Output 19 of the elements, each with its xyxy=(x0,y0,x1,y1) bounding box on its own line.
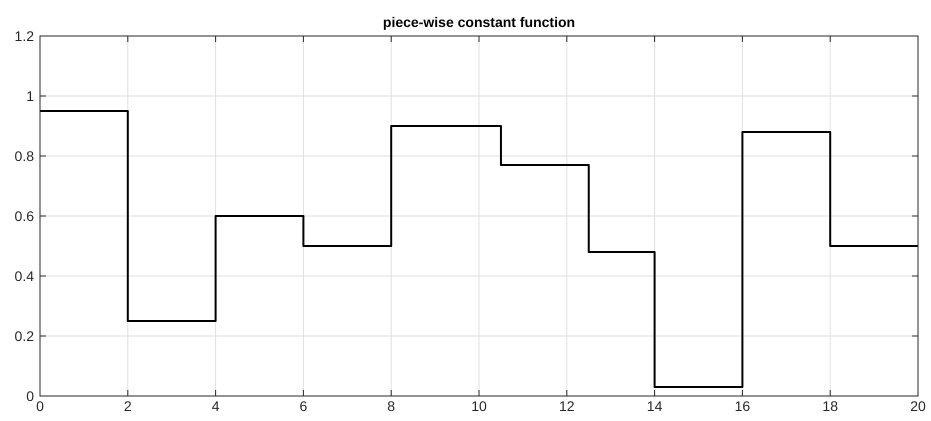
y-tick-label: 0.6 xyxy=(14,208,34,224)
x-tick-label: 0 xyxy=(36,398,44,414)
x-tick-label: 12 xyxy=(559,398,575,414)
x-tick-label: 18 xyxy=(822,398,838,414)
chart-title: piece-wise constant function xyxy=(382,14,576,30)
y-tick-label: 0 xyxy=(26,388,34,404)
x-tick-label: 16 xyxy=(734,398,750,414)
y-tick-label: 0.8 xyxy=(14,148,34,164)
x-tick-label: 20 xyxy=(910,398,926,414)
x-tick-label: 14 xyxy=(646,398,663,414)
y-tick-label: 0.4 xyxy=(14,268,34,284)
y-tick-label: 1 xyxy=(26,88,34,104)
x-tick-label: 2 xyxy=(124,398,132,414)
x-tick-label: 8 xyxy=(387,398,396,414)
x-tick-label: 4 xyxy=(212,398,220,414)
x-tick-label: 10 xyxy=(471,398,487,414)
y-tick-label: 1.2 xyxy=(14,28,34,44)
x-tick-label: 6 xyxy=(300,398,308,414)
y-tick-label: 0.2 xyxy=(14,328,34,344)
